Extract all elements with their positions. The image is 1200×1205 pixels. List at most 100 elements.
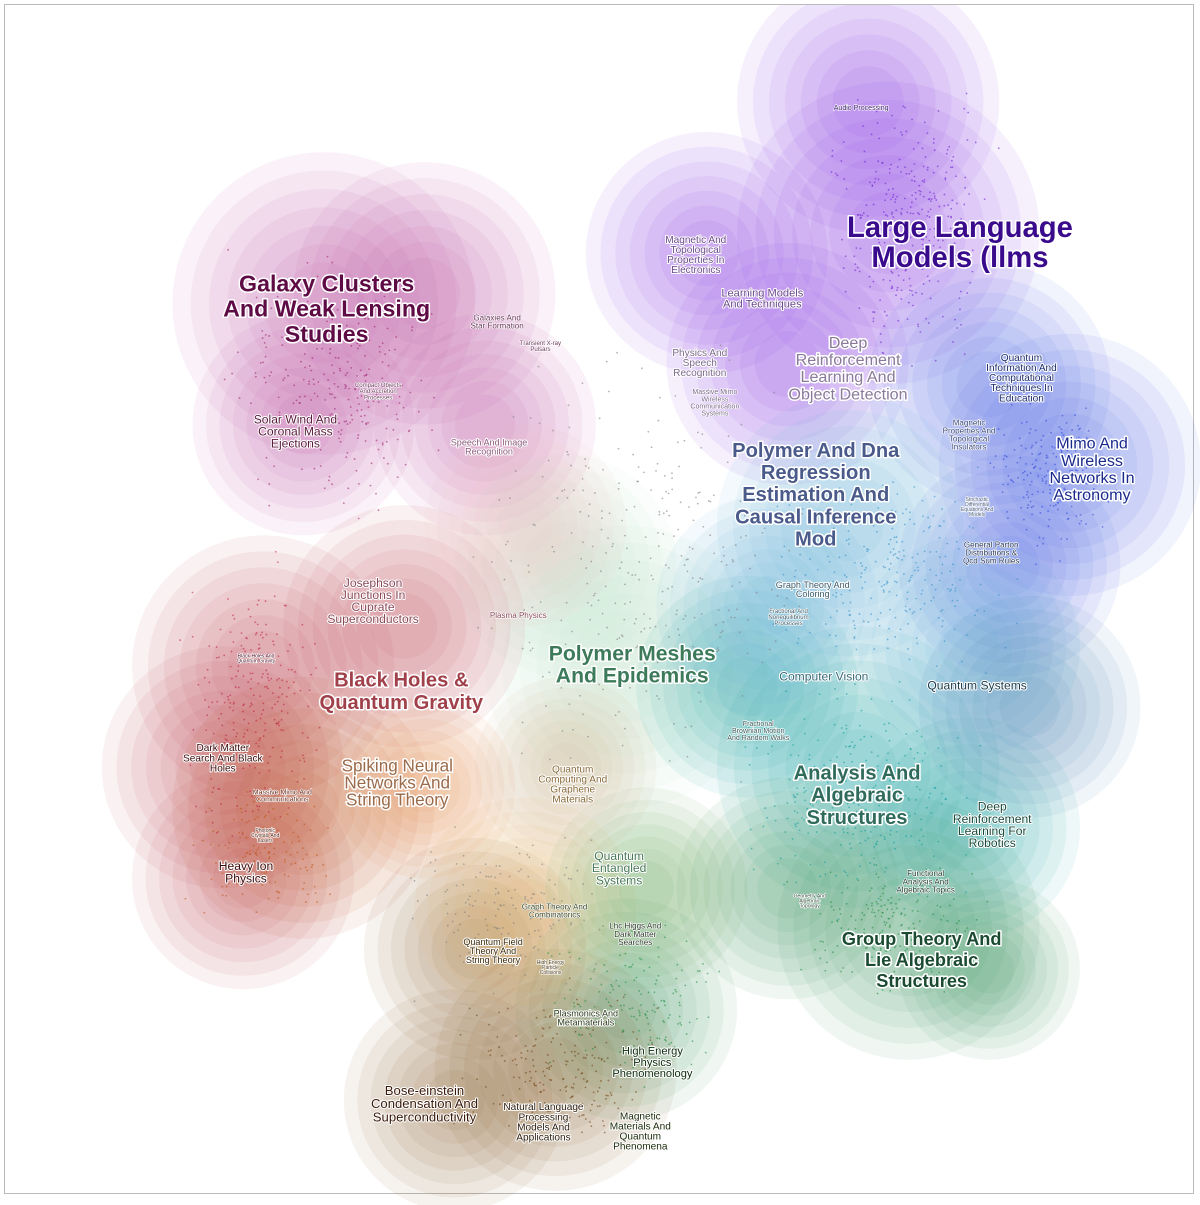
- topic-label[interactable]: Josephson Junctions In Cuprate Superconduct…: [326, 575, 419, 627]
- topic-label[interactable]: Quantum Entangled Systems: [591, 848, 648, 888]
- topic-label[interactable]: Fractional And Nonequilibrium Processes: [768, 608, 810, 627]
- topic-label[interactable]: Black Holes And Quantum Gravity: [236, 653, 276, 665]
- topic-label[interactable]: Physics And Speech Recognition: [671, 347, 728, 380]
- cluster-halo-4: [172, 807, 314, 949]
- topic-label-line: Compact Objects: [355, 383, 401, 389]
- topic-label[interactable]: Quantum Field Theory And String Theory: [462, 936, 523, 966]
- topic-label[interactable]: Functional Analysis And Algebraic Topics: [896, 869, 956, 895]
- cluster-halo-4: [211, 615, 315, 719]
- topic-label[interactable]: Solar Wind And Coronal Mass Ejections: [253, 411, 338, 451]
- topic-label[interactable]: Quantum Computing And Graphene Materials: [537, 763, 608, 806]
- topic-label[interactable]: Group Theory And Lie Algebraic Structures: [840, 927, 1003, 992]
- topic-label-line: And Epidemics: [556, 665, 709, 688]
- topic-label[interactable]: Magnetic Properties And Topological Insulat…: [942, 418, 996, 452]
- topic-label[interactable]: Large Language Models (llms: [846, 210, 1075, 275]
- topic-label[interactable]: Fractional Brownian Motion And Random Walk…: [727, 720, 791, 742]
- topic-label[interactable]: Audio Processing: [833, 104, 889, 112]
- topic-label[interactable]: High Energy Particle Collisions: [536, 959, 565, 976]
- topic-map[interactable]: Galaxy Clusters And Weak Lensing Studies La…: [5, 5, 1200, 1205]
- topic-label-line: Magnetic And: [665, 235, 726, 246]
- topic-label-line: Condensation And: [371, 1096, 478, 1111]
- topic-label-line: Processes: [364, 395, 392, 401]
- topic-label[interactable]: High Energy Physics Phenomenology: [611, 1045, 694, 1081]
- cluster-halo-4: [212, 848, 274, 909]
- topic-label[interactable]: Deep Reinforcement Learning For Robotics: [952, 799, 1033, 851]
- topic-label[interactable]: Plasma Physics: [489, 611, 547, 621]
- cluster-halo-extra: [427, 811, 623, 1006]
- cluster-halo-1: [847, 191, 930, 274]
- topic-label[interactable]: Stochastic Differential Equations And Model…: [960, 497, 994, 519]
- cluster-halo-1: [710, 287, 865, 441]
- topic-label[interactable]: Massive Mimo Wireless Communication Systems: [690, 389, 740, 418]
- cluster-halo-extra: [414, 797, 637, 1020]
- topic-label[interactable]: Black Holes & Quantum Gravity: [318, 668, 485, 715]
- cluster-halo-1: [666, 242, 909, 485]
- topic-label[interactable]: Deep Reinforcement Learning And Object Dete…: [787, 332, 909, 404]
- topic-label[interactable]: Quantum Information And Computational Techn…: [985, 352, 1058, 405]
- topic-label[interactable]: Plasmonics And Metamaterials: [553, 1007, 620, 1028]
- cluster-halo-6: [703, 804, 872, 973]
- topic-label-line: Computational: [989, 373, 1054, 384]
- topic-label[interactable]: Massive Mimo And Communications: [252, 789, 312, 804]
- topic-label[interactable]: Geometry And Algebraic Topology: [793, 893, 827, 910]
- topic-label-line: Education: [999, 393, 1044, 404]
- topic-label[interactable]: Spiking Neural Networks And String Theory: [340, 754, 454, 811]
- topic-label[interactable]: Mimo And Wireless Networks In Astronomy: [1048, 433, 1136, 505]
- topic-label[interactable]: Bose-einstein Condensation And Superconduc…: [370, 1082, 479, 1125]
- topic-label-line: Astronomy: [1054, 486, 1132, 504]
- cluster-halo-0: [325, 194, 524, 393]
- cluster-halo-7: [370, 1016, 539, 1185]
- topic-label[interactable]: Quantum Systems: [926, 678, 1028, 694]
- topic-label[interactable]: Graph Theory And Coloring: [775, 579, 851, 600]
- cluster-halo-1: [828, 173, 948, 293]
- cluster-halo-3: [522, 522, 610, 610]
- topic-label-line: Algebraic: [799, 898, 820, 904]
- cluster-halo-1: [810, 155, 967, 311]
- cluster-halo-5: [676, 616, 818, 758]
- cluster-halo-7: [434, 948, 677, 1191]
- topic-label[interactable]: Graph Theory And Combinatorics: [521, 902, 588, 920]
- topic-label[interactable]: Speech And Image Recognition: [450, 437, 529, 458]
- topic-label[interactable]: Analysis And Algebraic Structures: [792, 761, 922, 830]
- topic-label[interactable]: Heavy Ion Physics: [218, 858, 274, 886]
- cluster-halo-extra: [344, 707, 505, 868]
- topic-label[interactable]: Magnetic Materials And Quantum Phenomena: [609, 1110, 672, 1153]
- topic-label-line: Heavy Ion: [219, 859, 273, 873]
- cluster-halo-1: [644, 190, 770, 316]
- topic-label[interactable]: Computer Vision: [778, 669, 869, 685]
- topic-label[interactable]: General Parton Distributions & Qcd Sum Rul…: [962, 540, 1020, 566]
- cluster-halo-6: [730, 831, 845, 946]
- topic-label-line: Physics: [633, 1057, 672, 1069]
- cluster-halo-extra: [497, 497, 553, 553]
- topic-label[interactable]: Polymer And Dna Regression Estimation And C…: [731, 438, 902, 552]
- topic-label[interactable]: Natural Language Processing Models And Appl…: [502, 1101, 585, 1144]
- cluster-halo-extra: [388, 751, 461, 824]
- topic-label[interactable]: Magnetic And Topological Properties In Elec…: [664, 234, 727, 277]
- topic-label-line: Solar Wind And: [254, 412, 337, 426]
- cluster-halo-1: [784, 18, 952, 186]
- topic-label-line: Communications: [256, 797, 309, 804]
- cluster-halo-0: [293, 162, 556, 425]
- topic-label[interactable]: Dark Matter Search And Black Holes: [182, 742, 265, 775]
- cluster-halo-8: [780, 457, 916, 593]
- cluster-halo-extra: [220, 724, 387, 892]
- cluster-halo-7: [390, 864, 559, 1033]
- topic-label-line: Wireless: [1061, 452, 1123, 470]
- cluster-halo-4: [145, 690, 300, 845]
- topic-label[interactable]: Compact Objects And Accretion Processes: [354, 383, 402, 402]
- topic-label-line: Quantum: [594, 849, 644, 863]
- topic-label[interactable]: Galaxies And Star Formation: [470, 313, 524, 331]
- cluster-halo-8: [911, 589, 1027, 704]
- topic-label[interactable]: Lhc Higgs And Dark Matter Searches: [609, 921, 662, 947]
- cluster-halo-4: [116, 661, 330, 874]
- topic-label[interactable]: Photonic Crystals And Lasers: [250, 827, 280, 844]
- cluster-halo-8: [812, 489, 884, 561]
- cluster-halo-2: [882, 277, 1096, 491]
- topic-label[interactable]: Transient X-ray Pulsars: [519, 340, 562, 353]
- topic-label[interactable]: Galaxy Clusters And Weak Lensing Studies: [222, 269, 432, 348]
- topic-label[interactable]: Polymer Meshes And Epidemics: [547, 641, 717, 689]
- topic-label-line: Mimo And: [1056, 435, 1128, 453]
- cluster-halo-extra: [454, 838, 596, 980]
- topic-label[interactable]: Learning Models And Techniques: [720, 286, 804, 311]
- cluster-halo-0: [372, 241, 476, 345]
